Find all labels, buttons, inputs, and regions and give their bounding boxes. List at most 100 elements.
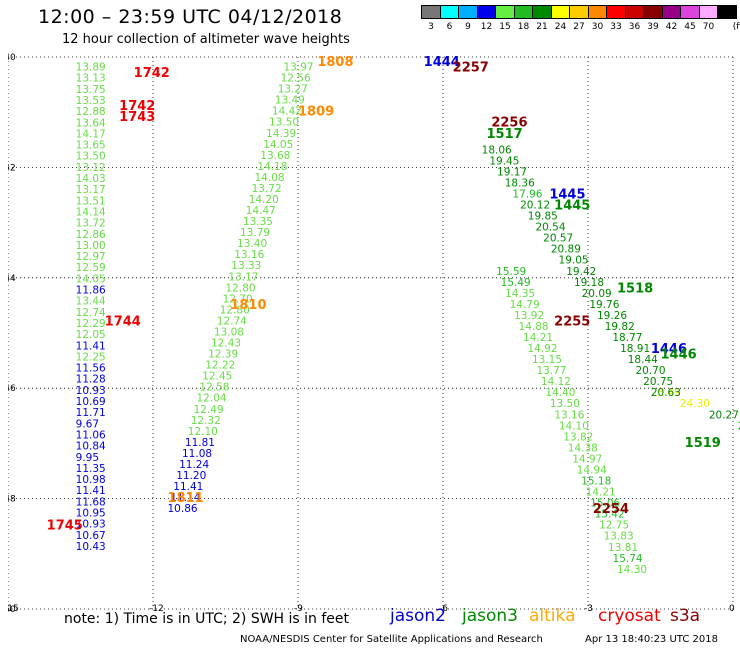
wave-height-value: 14.94 (577, 464, 607, 476)
pass-time-label: 1809 (298, 105, 334, 120)
wave-height-value: 11.35 (76, 463, 106, 475)
pass-time-label: 1446 (651, 342, 687, 357)
lat-tick-label: -40 (8, 53, 16, 63)
wave-height-value: 12.32 (191, 415, 221, 427)
wave-height-value: 12.59 (76, 262, 106, 274)
wave-height-value: 11.68 (76, 496, 106, 508)
pass-time-label: 1517 (487, 127, 523, 142)
color-scale-label: 70 (702, 22, 715, 32)
color-scale-label: 12 (480, 22, 493, 32)
wave-height-value: 12.45 (202, 371, 232, 383)
wave-height-value: 14.21 (523, 332, 553, 344)
pass-time-label: 1810 (230, 298, 266, 313)
pass-time-label: 1519 (685, 436, 721, 451)
lat-tick-label: -42 (8, 163, 16, 173)
wave-height-value: 12.29 (76, 318, 106, 330)
wave-height-value: 13.51 (76, 195, 106, 207)
wave-height-value: 20.54 (535, 222, 565, 234)
wave-height-value: 12.97 (76, 251, 106, 263)
wave-height-value: 13.00 (76, 240, 106, 252)
wave-height-value: 14.42 (272, 106, 302, 118)
wave-height-value: 13.75 (76, 84, 106, 96)
legend-jason2: jason2 (390, 606, 446, 626)
pass-time-label: 1743 (119, 110, 155, 125)
wave-height-value: 13.13 (76, 73, 106, 85)
wave-height-value: 14.38 (568, 442, 598, 454)
pass-time-label: 1444 (424, 55, 460, 70)
lon-tick-label: -15 (8, 604, 19, 612)
wave-height-value: 14.12 (541, 376, 571, 388)
wave-height-value: 13.92 (514, 310, 544, 322)
wave-height-value: 10.98 (76, 474, 106, 486)
lat-tick-label: -50 (8, 605, 16, 612)
wave-height-value: 19.76 (589, 299, 619, 311)
wave-height-value: 13.50 (76, 151, 106, 163)
color-scale-label: 42 (665, 22, 678, 32)
color-swatch (439, 5, 459, 19)
wave-height-value: 11.41 (76, 340, 106, 352)
lon-tick-label: -6 (439, 604, 448, 612)
color-scale-label: 9 (465, 22, 471, 32)
wave-height-value: 20.12 (520, 200, 550, 212)
color-swatch (643, 5, 663, 19)
lon-tick-label: -12 (149, 604, 164, 612)
color-scale-label: 18 (517, 22, 530, 32)
wave-height-value: 19.05 (559, 255, 589, 267)
wave-height-value: 13.77 (536, 365, 566, 377)
wave-height-value: 12.43 (211, 338, 241, 350)
wave-height-value: 10.93 (76, 519, 106, 531)
wave-height-value: 14.17 (76, 128, 106, 140)
wave-height-value: 12.04 (197, 393, 227, 405)
map-grid (8, 56, 734, 610)
wave-height-value: 12.88 (76, 106, 106, 118)
legend-s3a: s3a (670, 606, 701, 626)
wave-height-value: 11.24 (179, 459, 209, 471)
wave-height-value: 13.17 (76, 184, 106, 196)
wave-height-value: 15.06 (590, 498, 620, 510)
color-scale-label: 15 (499, 22, 511, 32)
color-scale-label: 27 (573, 22, 585, 32)
pass-time-label: 2257 (453, 61, 489, 76)
wave-height-value: 17.96 (512, 188, 542, 200)
pass-time-label: 2254 (593, 502, 629, 517)
axis-labels: -15 -12 -9 -6 -3 0 -40 -42 -44 -46 -48 -50 (8, 53, 735, 612)
wave-height-value: 11.86 (76, 285, 106, 297)
wave-height-value: 11.28 (76, 374, 106, 386)
wave-height-value: 14.40 (545, 387, 575, 399)
wave-height-value: 9.67 (76, 418, 99, 430)
wave-height-value: 11.41 (173, 481, 203, 493)
color-swatch (624, 5, 644, 19)
wave-height-value: 23.49 (651, 387, 681, 399)
map-title: 12:00 – 23:59 UTC 04/12/2018 (38, 6, 343, 28)
color-swatch (458, 5, 478, 19)
wave-height-value: 13.89 (76, 62, 106, 74)
wave-height-map: -15-12-9-6-30-40-42-44-46-48-50 13.8913.… (8, 53, 740, 612)
credit-line: NOAA/NESDIS Center for Satellite Applica… (240, 634, 543, 645)
color-scale-label: 21 (536, 22, 548, 32)
pass-time-label: 1742 (119, 99, 155, 114)
wave-height-value: 12.74 (76, 307, 106, 319)
wave-height-value: 10.69 (76, 396, 106, 408)
legend-jason3: jason3 (462, 606, 518, 626)
wave-height-value: 11.14 (170, 492, 200, 504)
wave-height-value: 13.65 (76, 140, 106, 152)
wave-height-value: 14.21 (586, 487, 616, 499)
color-swatch (698, 5, 718, 19)
wave-height-value: 12.74 (217, 315, 247, 327)
wave-height-value: 13.33 (231, 260, 261, 272)
wave-height-value: 14.97 (572, 453, 602, 465)
wave-height-value: 14.47 (246, 205, 276, 217)
wave-height-value: 13.08 (214, 326, 244, 338)
color-scale-label: 3 (428, 22, 434, 32)
wave-height-value: 19.42 (566, 266, 596, 278)
wave-height-value: 13.53 (76, 95, 106, 107)
wave-height-value: 14.39 (266, 128, 296, 140)
wave-height-value: 14.20 (249, 194, 279, 206)
color-scale-label: 45 (684, 22, 696, 32)
wave-height-value: 11.56 (76, 363, 106, 375)
wave-height-value: 13.72 (76, 218, 106, 230)
wave-height-value: 14.03 (76, 173, 106, 185)
wave-height-value: 20.63 (651, 387, 681, 399)
wave-height-value: 14.88 (519, 321, 549, 333)
